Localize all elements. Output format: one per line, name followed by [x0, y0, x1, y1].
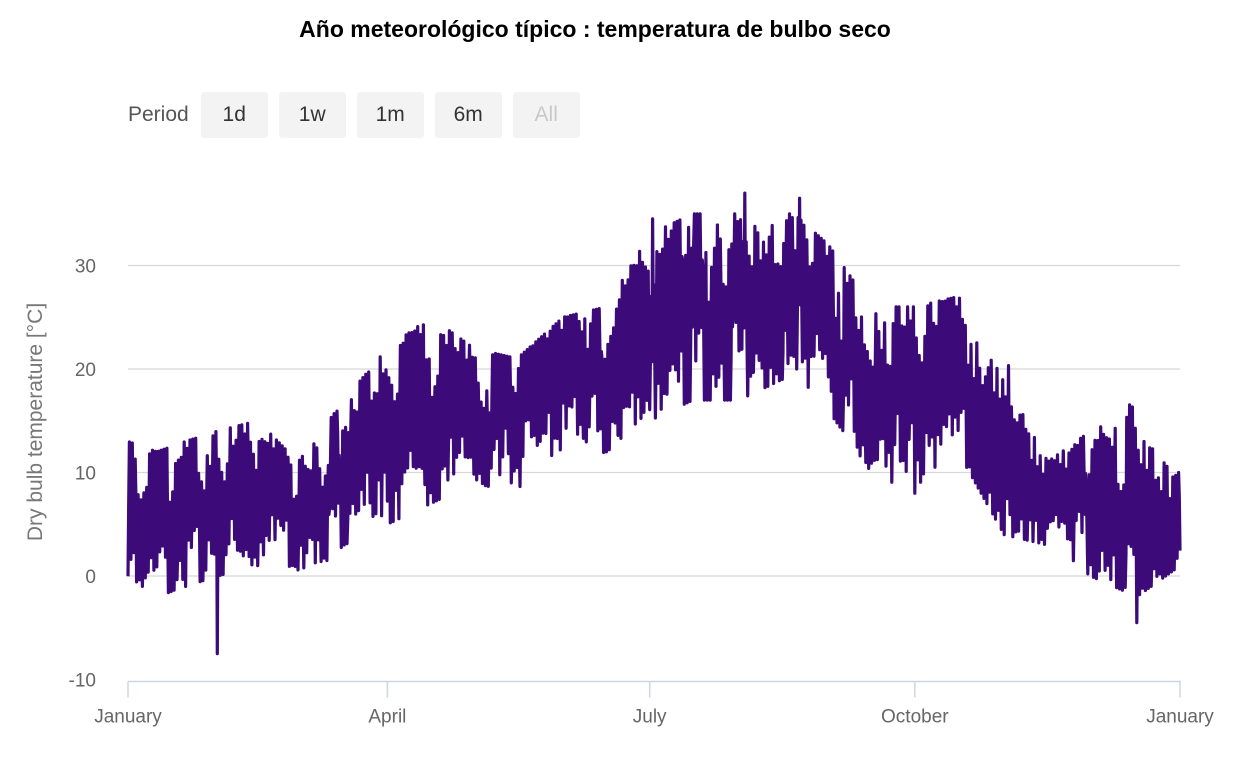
- x-axis: January April July October January: [94, 680, 1214, 728]
- period-label: Period: [128, 103, 189, 126]
- plot-area: [126, 191, 1182, 656]
- y-axis: -10 0 10 20 30: [69, 257, 96, 692]
- range-button-1w[interactable]: 1w: [278, 92, 346, 138]
- range-selector: Period 1d 1w 1m 6m All: [128, 92, 591, 138]
- y-axis-title: Dry bulb temperature [°C]: [24, 303, 47, 541]
- x-tick-label: October: [881, 707, 949, 728]
- y-tick-label: 0: [85, 567, 96, 588]
- x-tick-label: January: [1146, 707, 1214, 728]
- x-tick-label: January: [94, 707, 162, 728]
- y-tick-label: 20: [75, 360, 96, 381]
- range-button-1m[interactable]: 1m: [356, 92, 424, 138]
- range-button-all[interactable]: All: [512, 92, 580, 138]
- temperature-series-line: [126, 191, 1182, 656]
- y-tick-label: 30: [75, 257, 96, 278]
- y-tick-label: -10: [69, 671, 96, 692]
- chart-title: Año meteorológico típico : temperatura d…: [299, 16, 891, 42]
- range-button-6m[interactable]: 6m: [434, 92, 502, 138]
- x-tick-label: July: [633, 707, 667, 728]
- x-tick-label: April: [368, 707, 406, 728]
- range-button-1d[interactable]: 1d: [200, 92, 268, 138]
- y-tick-label: 10: [75, 464, 96, 485]
